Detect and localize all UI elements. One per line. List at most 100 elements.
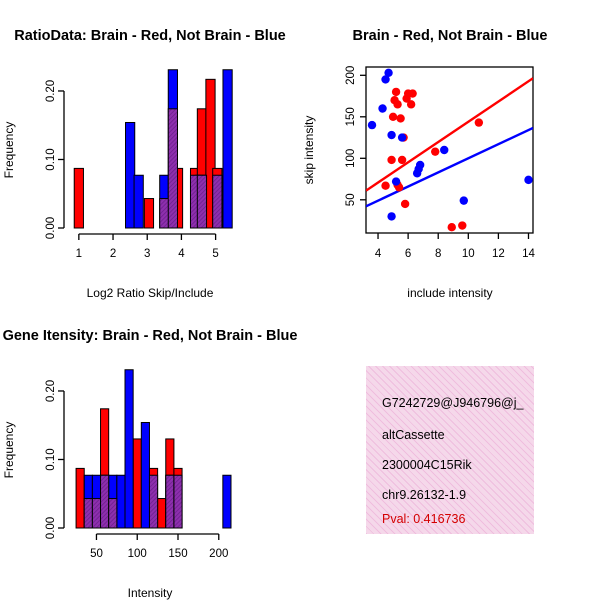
intensity-overlap-bar — [165, 474, 175, 529]
brain-point — [431, 147, 440, 156]
intensity-not-brain-bar — [124, 369, 134, 529]
scatter-x-tick-label: 6 — [405, 248, 411, 260]
intensity-y-tick-label: 0.20 — [45, 380, 57, 402]
intensity-not-brain-bar — [140, 421, 150, 529]
ratio-overlap-bar — [159, 198, 170, 229]
not-brain-fit-line — [366, 126, 533, 208]
ratio-histogram-xlabel: Log2 Ratio Skip/Include — [87, 286, 214, 300]
ratio-not-brain-bar — [125, 121, 136, 229]
intensity-x-tick-label: 200 — [209, 548, 228, 560]
scatter-y-tick-label: 50 — [345, 193, 357, 206]
ratio-histogram-bars — [73, 69, 233, 229]
brain-point — [396, 114, 405, 123]
intensity-x-tick-label: 150 — [168, 548, 187, 560]
not-brain-point — [440, 145, 449, 155]
brain-point — [391, 87, 401, 97]
brain-point — [474, 118, 484, 127]
ratio-histogram-title: RatioData: Brain - Red, Not Brain - Blue — [14, 28, 286, 44]
p-value: Pval: 0.416736 — [382, 512, 466, 526]
intensity-x-tick-label: 100 — [128, 548, 147, 560]
intensity-histogram-title: Gene Itensity: Brain - Red, Not Brain - … — [3, 328, 298, 344]
intensity-histogram-bars — [75, 369, 232, 529]
brain-point — [393, 100, 402, 109]
scatter-ylabel: skip intensity — [302, 116, 316, 185]
intensity-histogram-panel: Gene Itensity: Brain - Red, Not Brain - … — [2, 328, 297, 600]
brain-fit-line — [366, 77, 533, 192]
intensity-histogram-ylabel: Frequency — [2, 422, 16, 479]
ratio-x-tick-label: 4 — [178, 248, 185, 260]
brain-point — [387, 155, 396, 165]
intensity-overlap-bar — [100, 474, 110, 529]
intensity-overlap-bar — [91, 498, 102, 529]
ratio-not-brain-bar — [222, 69, 233, 229]
intensity-histogram-xlabel: Intensity — [128, 586, 173, 600]
ratio-x-tick-label: 3 — [144, 248, 150, 260]
ratio-x-tick-label: 2 — [110, 248, 116, 260]
ratio-brain-bar — [205, 78, 216, 229]
brain-point — [388, 112, 398, 122]
intensity-not-brain-bar — [116, 474, 126, 529]
ratio-x-tick-label: 1 — [76, 248, 82, 260]
intensity-overlap-bar — [83, 498, 93, 529]
intensity-overlap-bar — [148, 474, 159, 529]
gene-name: 2300004C15Rik — [382, 458, 472, 472]
ratio-not-brain-bar — [133, 174, 144, 229]
scatter-x-tick-label: 8 — [435, 248, 441, 260]
not-brain-point — [367, 120, 377, 130]
scatter-y-tick-label: 100 — [345, 149, 357, 168]
scatter-xlabel: include intensity — [407, 286, 492, 300]
brain-point — [400, 199, 410, 209]
ratio-y-tick-label: 0.00 — [45, 217, 57, 239]
not-brain-point — [397, 133, 407, 142]
event-id: G7242729@J946796@j_ — [382, 396, 524, 410]
intensity-not-brain-bar — [222, 474, 232, 529]
ratio-y-tick-label: 0.10 — [45, 148, 57, 170]
genomic-location: chr9.26132-1.9 — [382, 488, 467, 502]
ratio-histogram-axes: 1 2 3 4 5 0.00 0.10 0.20 — [45, 80, 219, 260]
intensity-x-tick-label: 50 — [90, 548, 103, 560]
intensity-brain-bar — [132, 438, 142, 529]
event-info-box: G7242729@J946796@j_ altCassette 2300004C… — [366, 366, 534, 534]
scatter-axes: 4 6 8 10 12 14 50 100 150 200 — [345, 66, 535, 260]
ratio-brain-bar — [143, 198, 155, 229]
ratio-overlap-bar — [167, 108, 178, 229]
intensity-y-tick-label: 0.00 — [45, 517, 57, 539]
intensity-histogram-axes: 50 100 150 200 0.00 0.10 0.20 — [45, 380, 228, 560]
scatter-x-tick-label: 4 — [375, 248, 382, 260]
not-brain-point — [415, 160, 425, 170]
brain-point — [406, 100, 416, 109]
not-brain-point — [459, 196, 468, 205]
not-brain-point — [381, 75, 390, 84]
scatter-x-tick-label: 12 — [492, 248, 505, 260]
not-brain-point — [524, 175, 533, 185]
brain-point — [447, 222, 456, 232]
not-brain-point — [387, 130, 396, 140]
scatter-y-tick-label: 200 — [345, 66, 357, 85]
scatter-x-tick-label: 10 — [462, 248, 475, 260]
intensity-overlap-bar — [108, 498, 118, 529]
brain-point — [381, 181, 390, 190]
not-brain-point — [387, 212, 396, 221]
ratio-histogram-panel: RatioData: Brain - Red, Not Brain - Blue… — [2, 28, 286, 300]
intensity-y-tick-label: 0.10 — [45, 448, 57, 470]
intensity-brain-bar — [75, 467, 85, 529]
scatter-y-tick-label: 150 — [345, 107, 357, 126]
scatter-plot-area — [365, 66, 534, 234]
ratio-x-tick-label: 5 — [212, 248, 218, 260]
brain-point — [397, 155, 407, 165]
intensity-brain-bar — [157, 498, 167, 529]
scatter-frame — [365, 66, 534, 234]
brain-point — [408, 89, 417, 98]
scatter-x-tick-label: 14 — [522, 248, 535, 260]
brain-point — [458, 221, 467, 230]
not-brain-point — [384, 68, 393, 78]
scatter-panel: Brain - Red, Not Brain - Blue 4 6 8 10 12 14 5… — [302, 28, 547, 300]
ratio-y-tick-label: 0.20 — [45, 80, 57, 102]
ratio-overlap-bar — [212, 174, 223, 229]
ratio-histogram-ylabel: Frequency — [2, 122, 16, 179]
scatter-title: Brain - Red, Not Brain - Blue — [353, 28, 548, 44]
ratio-brain-bar — [73, 167, 84, 229]
ratio-overlap-bar — [196, 174, 208, 229]
not-brain-point — [378, 104, 387, 113]
